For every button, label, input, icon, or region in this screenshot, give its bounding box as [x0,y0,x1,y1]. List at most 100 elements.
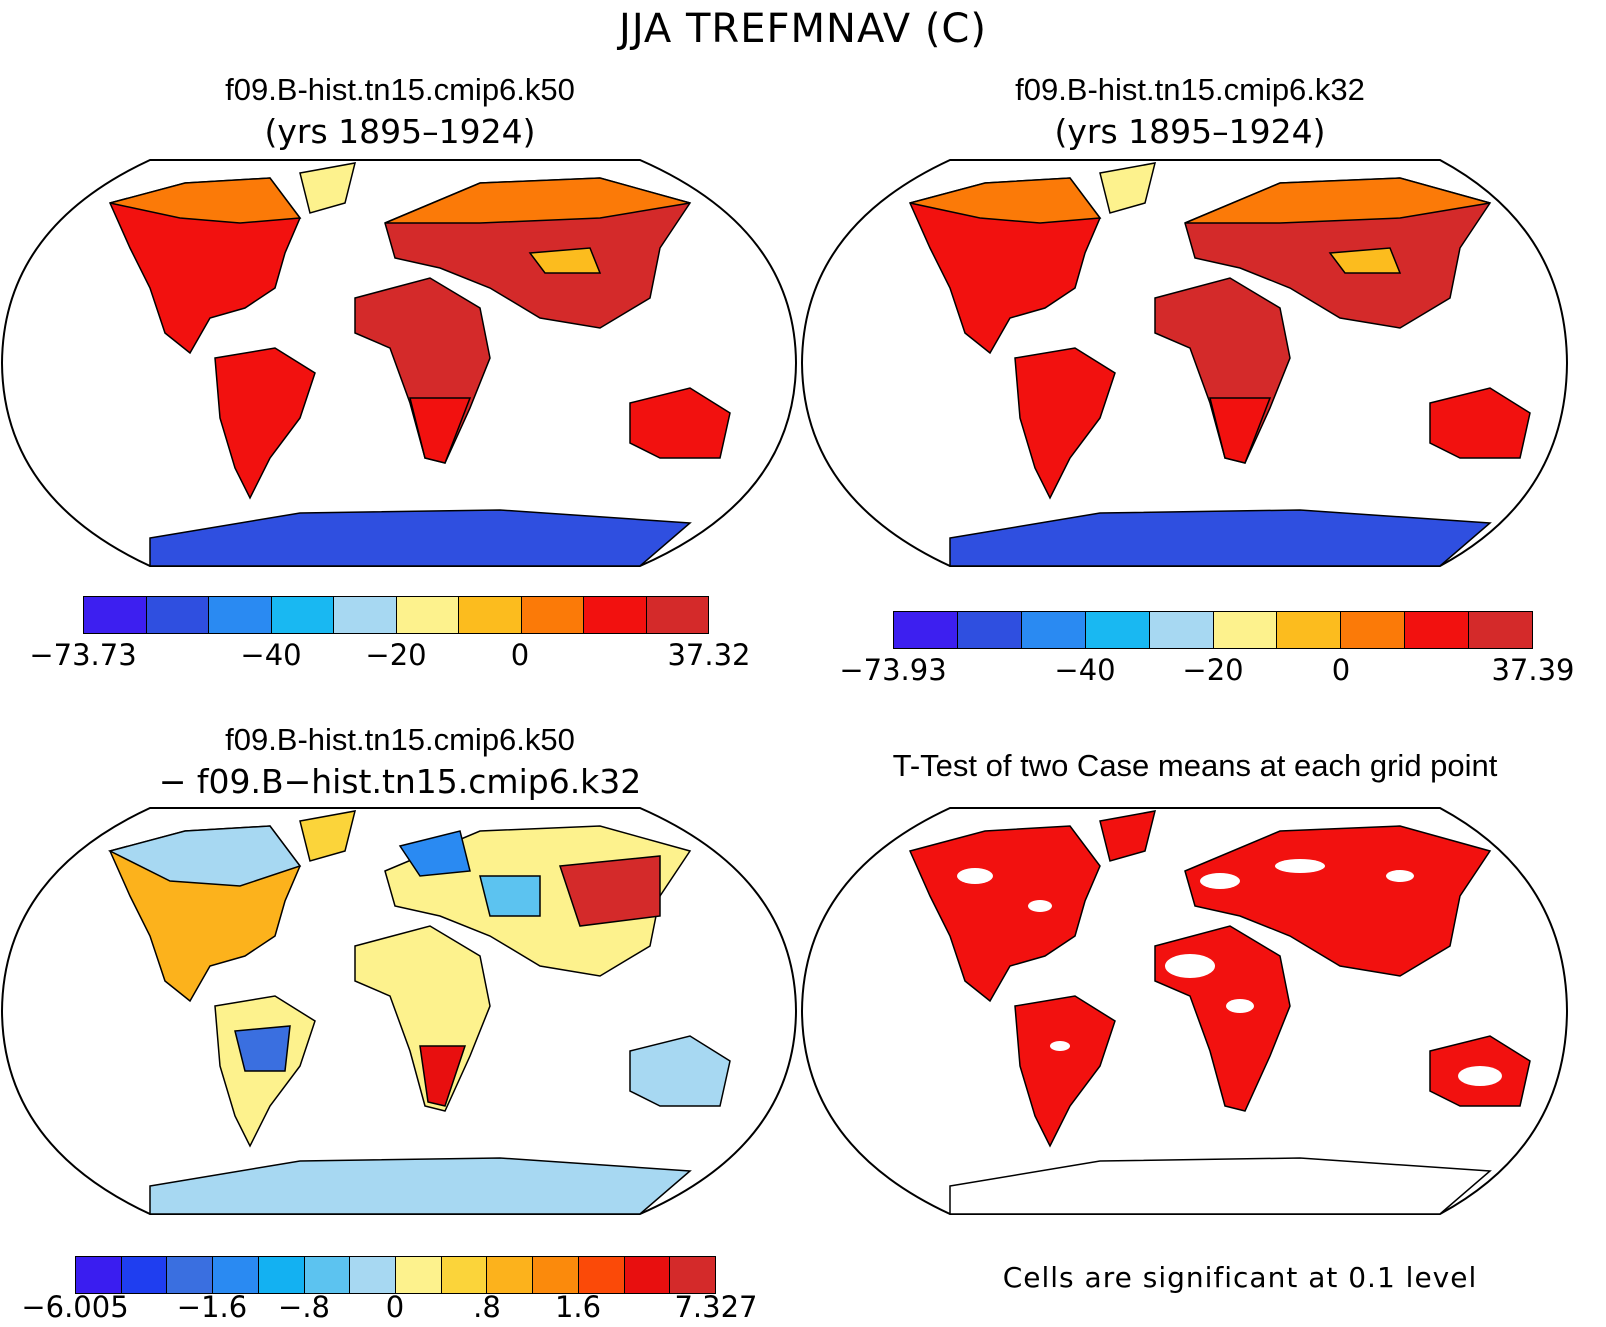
difference-colorbar-bin-11 [533,1257,579,1293]
difference-colorbar-label: −6.005 [21,1290,129,1324]
difference-colorbar-bin-6 [304,1257,351,1293]
case1-colorbar-bin-7 [459,597,522,633]
continents [107,810,731,1215]
north-america [908,825,1101,1003]
difference-colorbar-bin-13 [624,1257,671,1293]
europe-asia [1184,825,1492,977]
tibet [1328,247,1402,274]
case2-map [800,159,1569,567]
case1-colorbar-label: −20 [365,638,427,672]
siberia [384,177,691,224]
case2-colorbar-bin-7 [1277,612,1342,648]
case2-colorbar-bin-1 [894,612,958,648]
difference-colorbar-label: 1.6 [554,1290,602,1324]
australia [629,1035,731,1107]
difference-colorbar-bin-3 [167,1257,214,1293]
case2-colorbar-label: 37.39 [1491,653,1575,687]
north-america-north [107,825,302,887]
case1-colorbar-bin-4 [271,597,334,633]
difference-colorbar-bin-14 [670,1257,716,1293]
case1-colorbar-label: −40 [240,638,302,672]
case1-colorbar-bin-1 [84,597,147,633]
difference-colorbar-bin-7 [350,1257,397,1293]
difference-colorbar-bin-9 [441,1257,488,1293]
case2-title: f09.B-hist.tn15.cmip6.k32 [1015,72,1365,107]
difference-colorbar-bin-8 [396,1257,442,1293]
figure-title: JJA TREFMNAV (C) [619,6,987,52]
greenland [1099,810,1157,862]
case2-colorbar-bin-4 [1085,612,1150,648]
case1-colorbar-label: 37.32 [667,638,751,672]
antarctica [149,1157,692,1215]
case1-colorbar-bin-9 [584,597,647,633]
case2-colorbar-label: −73.93 [839,653,947,687]
case1-colorbar [83,596,709,634]
case2-colorbar-label: 0 [1331,653,1351,687]
case2-colorbar-label: −20 [1182,653,1244,687]
southern-africa [409,397,472,464]
antarctica [949,509,1492,567]
ttest-note: Cells are significant at 0.1 level [1002,1261,1478,1294]
difference-colorbar-label: .8 [473,1290,501,1324]
australia [1429,387,1531,459]
north-america-arctic [909,177,1102,224]
case1-subtitle: (yrs 1895–1924) [264,112,536,151]
case1-title: f09.B-hist.tn15.cmip6.k50 [225,72,575,107]
ttest-title: T-Test of two Case means at each grid po… [892,748,1498,783]
antarctica [149,509,692,567]
europe [398,830,471,877]
south-america-interior [234,1025,291,1072]
difference-colorbar-bin-12 [578,1257,625,1293]
case2-colorbar-bin-9 [1405,612,1470,648]
tibet [528,247,602,274]
case2-subtitle: (yrs 1895–1924) [1054,112,1326,151]
case1-colorbar-bin-6 [396,597,459,633]
case2-colorbar-label: −40 [1054,653,1116,687]
australia [629,387,731,459]
central-asia [479,875,541,917]
southern-africa [419,1045,467,1107]
case1-colorbar-label: 0 [510,638,530,672]
significant-cells [908,810,1531,1215]
difference-colorbar-bin-4 [213,1257,259,1293]
difference-colorbar-label: −.8 [278,1290,330,1324]
case1-map [0,159,798,567]
antarctica [949,1157,1492,1215]
case2-colorbar-bin-5 [1149,612,1214,648]
siberia [1184,177,1491,224]
non-significant-patches [957,859,1502,1086]
south-america [214,347,316,500]
case2-colorbar [893,611,1533,649]
case2-colorbar-bin-2 [957,612,1022,648]
case1-colorbar-label: −73.73 [29,638,137,672]
case2-colorbar-bin-10 [1469,612,1533,648]
continents [108,162,731,567]
north-america-arctic [109,177,302,224]
greenland [1099,162,1157,214]
east-asia [558,855,661,927]
difference-colorbar-bin-1 [76,1257,122,1293]
difference-title: f09.B-hist.tn15.cmip6.k50 [225,722,575,757]
difference-colorbar-bin-5 [258,1257,305,1293]
difference-colorbar-bin-10 [487,1257,534,1293]
continents [908,162,1531,567]
case2-colorbar-bin-6 [1213,612,1278,648]
case1-colorbar-bin-3 [209,597,272,633]
greenland [299,162,357,214]
case1-colorbar-bin-10 [646,597,708,633]
case2-colorbar-bin-3 [1021,612,1086,648]
difference-subtitle: − f09.B−hist.tn15.cmip6.k32 [158,762,642,801]
southern-africa [1209,397,1272,464]
greenland [299,810,357,862]
difference-map [0,807,798,1215]
difference-colorbar-label: 7.327 [674,1290,758,1324]
south-america [1014,347,1116,500]
difference-colorbar-label: 0 [385,1290,405,1324]
ttest-map [800,807,1569,1215]
case1-colorbar-bin-8 [521,597,584,633]
case1-colorbar-bin-2 [146,597,209,633]
south-america [1014,995,1116,1148]
case1-colorbar-bin-5 [334,597,397,633]
difference-colorbar-bin-2 [121,1257,168,1293]
difference-colorbar-label: −1.6 [176,1290,248,1324]
